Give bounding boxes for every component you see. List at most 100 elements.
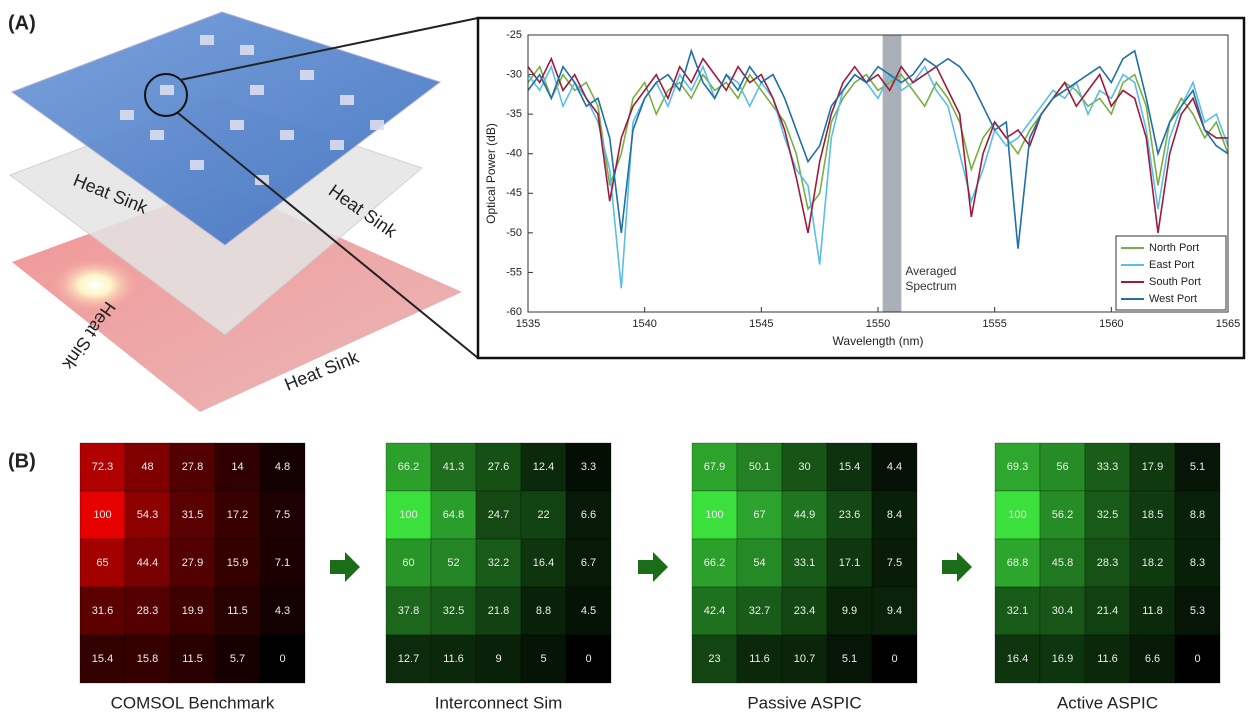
- cell-label: 9.9: [842, 605, 857, 617]
- cell-label: 52: [447, 557, 459, 569]
- cell-label: 15.4: [92, 653, 113, 665]
- cell-label: 67.9: [704, 461, 725, 473]
- arrow: [330, 552, 360, 582]
- cell-label: 27.8: [182, 461, 203, 473]
- cell-label: 32.5: [1097, 509, 1118, 521]
- cell-label: 65: [96, 557, 108, 569]
- cell-label: 42.4: [704, 605, 725, 617]
- cell-label: 18.5: [1142, 509, 1163, 521]
- cell-label: 9: [495, 653, 501, 665]
- x-tick-label: 1560: [1099, 318, 1123, 330]
- cell-label: 66.2: [398, 461, 419, 473]
- y-tick-label: -30: [506, 68, 522, 80]
- cell-label: 17.9: [1142, 461, 1163, 473]
- cell-label: 7.5: [275, 509, 290, 521]
- cell-label: 12.7: [398, 653, 419, 665]
- x-tick-label: 1550: [866, 318, 890, 330]
- cell-label: 10.7: [794, 653, 815, 665]
- panel-label: (B): [8, 450, 36, 472]
- cell-label: 54: [753, 557, 765, 569]
- arrow: [638, 552, 668, 582]
- cell-label: 7.1: [275, 557, 290, 569]
- cell-label: 23.6: [839, 509, 860, 521]
- legend-label: West Port: [1149, 293, 1197, 305]
- cell-label: 17.1: [839, 557, 860, 569]
- cell-label: 23: [708, 653, 720, 665]
- legend-label: South Port: [1149, 276, 1201, 288]
- cell-label: 60: [402, 557, 414, 569]
- cell-label: 32.5: [443, 605, 464, 617]
- cell-label: 66.2: [704, 557, 725, 569]
- cell-label: 23.4: [794, 605, 815, 617]
- y-tick-label: -60: [506, 306, 522, 318]
- cell-label: 32.2: [488, 557, 509, 569]
- cell-label: 56: [1056, 461, 1068, 473]
- cell-label: 27.9: [182, 557, 203, 569]
- y-tick-label: -40: [506, 148, 522, 160]
- cell-label: 27.6: [488, 461, 509, 473]
- figure: (A) (B) Heat Sink Heat Sink Heat Sink He…: [0, 0, 1248, 716]
- legend-label: North Port: [1149, 242, 1199, 254]
- cell-label: 72.3: [92, 461, 113, 473]
- cell-label: 17.2: [227, 509, 248, 521]
- cell-label: 41.3: [443, 461, 464, 473]
- cell-label: 6.6: [1145, 653, 1160, 665]
- cell-label: 8.8: [536, 605, 551, 617]
- cell-label: 21.4: [1097, 605, 1118, 617]
- page: (A) (B) Heat Sink Heat Sink Heat Sink He…: [0, 0, 1248, 716]
- cell-label: 9.4: [887, 605, 902, 617]
- cell-label: 50.1: [749, 461, 770, 473]
- cell-label: 22: [537, 509, 549, 521]
- y-tick-label: -55: [506, 266, 522, 278]
- cell-label: 12.4: [533, 461, 554, 473]
- cell-label: 14: [231, 461, 243, 473]
- legend-label: East Port: [1149, 259, 1194, 271]
- y-tick-label: -25: [506, 29, 522, 41]
- cell-label: 4.4: [887, 461, 902, 473]
- cell-label: 11.5: [182, 653, 203, 665]
- cell-label: 16.4: [533, 557, 554, 569]
- cell-label: 6.7: [581, 557, 596, 569]
- cell-label: 28.3: [137, 605, 158, 617]
- cell-label: 67: [753, 509, 765, 521]
- cell-label: 11.5: [227, 605, 248, 617]
- cell-label: 69.3: [1007, 461, 1028, 473]
- cell-label: 30: [798, 461, 810, 473]
- annotation-box: Averaged Spectrum: [905, 264, 985, 304]
- cell-label: 32.7: [749, 605, 770, 617]
- x-tick-label: 1555: [982, 318, 1006, 330]
- heatmap-caption: Active ASPIC: [1057, 693, 1158, 712]
- cell-label: 19.9: [182, 605, 203, 617]
- hot-spot: [50, 257, 140, 313]
- x-tick-label: 1535: [516, 318, 540, 330]
- cell-label: 100: [93, 509, 111, 521]
- cell-label: 8.4: [887, 509, 902, 521]
- cell-label: 5.7: [230, 653, 245, 665]
- heatmap-caption: Passive ASPIC: [747, 693, 861, 712]
- cell-label: 8.8: [1190, 509, 1205, 521]
- cell-label: 0: [279, 653, 285, 665]
- heatmap-caption: Interconnect Sim: [435, 693, 563, 712]
- panel-label: (A): [8, 12, 36, 34]
- cell-label: 100: [705, 509, 723, 521]
- cell-label: 31.5: [182, 509, 203, 521]
- cell-label: 32.1: [1007, 605, 1028, 617]
- cell-label: 8.3: [1190, 557, 1205, 569]
- cell-label: 0: [1194, 653, 1200, 665]
- cell-label: 11.6: [1097, 653, 1118, 665]
- x-tick-label: 1545: [749, 318, 773, 330]
- cell-label: 56.2: [1052, 509, 1073, 521]
- cell-label: 28.3: [1097, 557, 1118, 569]
- cell-label: 68.8: [1007, 557, 1028, 569]
- cell-label: 18.2: [1142, 557, 1163, 569]
- cell-label: 7.5: [887, 557, 902, 569]
- y-tick-label: -45: [506, 187, 522, 199]
- cell-label: 33.3: [1097, 461, 1118, 473]
- cell-label: 5.1: [842, 653, 857, 665]
- cell-label: 11.6: [443, 653, 464, 665]
- cell-label: 100: [1008, 509, 1026, 521]
- cell-label: 4.3: [275, 605, 290, 617]
- y-axis-title: Optical Power (dB): [484, 123, 498, 224]
- x-tick-label: 1540: [632, 318, 656, 330]
- cell-label: 11.6: [749, 653, 770, 665]
